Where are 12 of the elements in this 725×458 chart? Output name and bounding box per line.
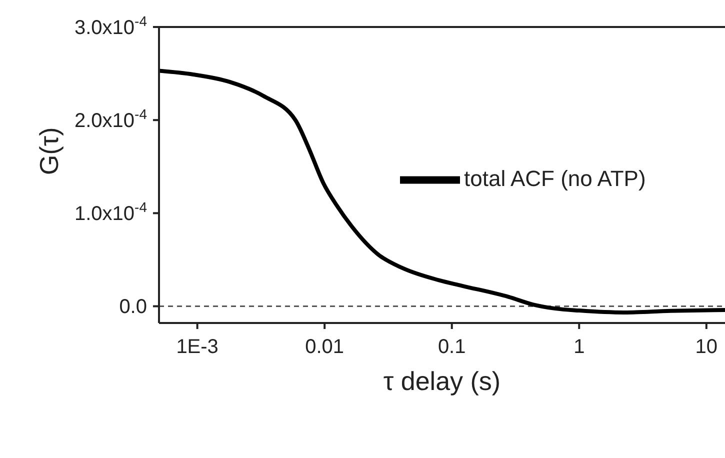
- legend-label: total ACF (no ATP): [464, 166, 646, 191]
- x-tick-label: 1: [574, 336, 585, 358]
- y-tick-label: 0.0: [119, 296, 147, 318]
- x-tick-label: 0.01: [305, 336, 344, 358]
- y-tick-label: 2.0x10$^{-4}$: [74, 106, 148, 132]
- x-tick-label: 10: [695, 336, 718, 358]
- y-tick-label: 3.0x10$^{-4}$: [74, 13, 148, 39]
- x-tick-label: 0.1: [438, 336, 466, 358]
- y-axis-title: G(τ): [34, 127, 64, 175]
- y-tick-label: 1.0x10$^{-4}$: [74, 199, 148, 226]
- x-tick-label: 1E-3: [176, 336, 218, 358]
- x-axis-title: τ delay (s): [383, 366, 501, 396]
